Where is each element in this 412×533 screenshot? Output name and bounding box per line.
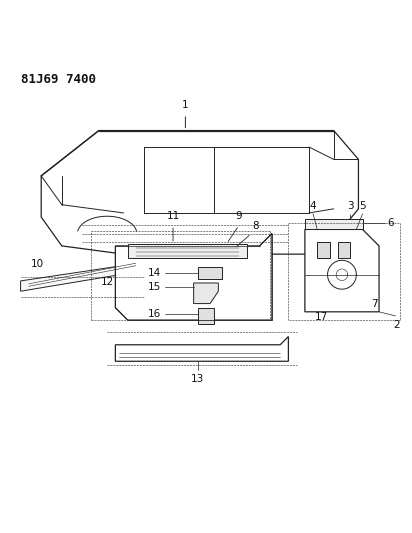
Polygon shape — [198, 308, 214, 324]
Polygon shape — [338, 242, 350, 259]
Text: 2: 2 — [393, 320, 400, 330]
Polygon shape — [198, 266, 222, 279]
Text: 10: 10 — [30, 260, 44, 270]
Polygon shape — [317, 242, 330, 259]
Text: 16: 16 — [147, 309, 161, 319]
Text: 5: 5 — [359, 201, 366, 211]
Text: 9: 9 — [236, 211, 242, 221]
Text: 1: 1 — [182, 100, 189, 110]
Text: 7: 7 — [371, 298, 377, 309]
Text: 81J69 7400: 81J69 7400 — [21, 73, 96, 86]
Text: 13: 13 — [191, 374, 204, 384]
Text: 14: 14 — [147, 268, 161, 278]
Text: 8: 8 — [252, 222, 259, 231]
Text: 3: 3 — [347, 201, 353, 211]
Text: 4: 4 — [310, 201, 316, 211]
Text: 15: 15 — [147, 282, 161, 292]
Polygon shape — [115, 336, 288, 361]
Polygon shape — [194, 283, 218, 304]
Polygon shape — [21, 262, 144, 291]
Polygon shape — [115, 233, 272, 320]
Polygon shape — [305, 219, 363, 229]
Text: 17: 17 — [315, 312, 328, 322]
Polygon shape — [305, 229, 379, 312]
Text: 12: 12 — [101, 277, 114, 287]
Text: 6: 6 — [387, 218, 394, 228]
Polygon shape — [128, 244, 247, 259]
Polygon shape — [41, 131, 358, 254]
Text: 11: 11 — [166, 211, 180, 221]
